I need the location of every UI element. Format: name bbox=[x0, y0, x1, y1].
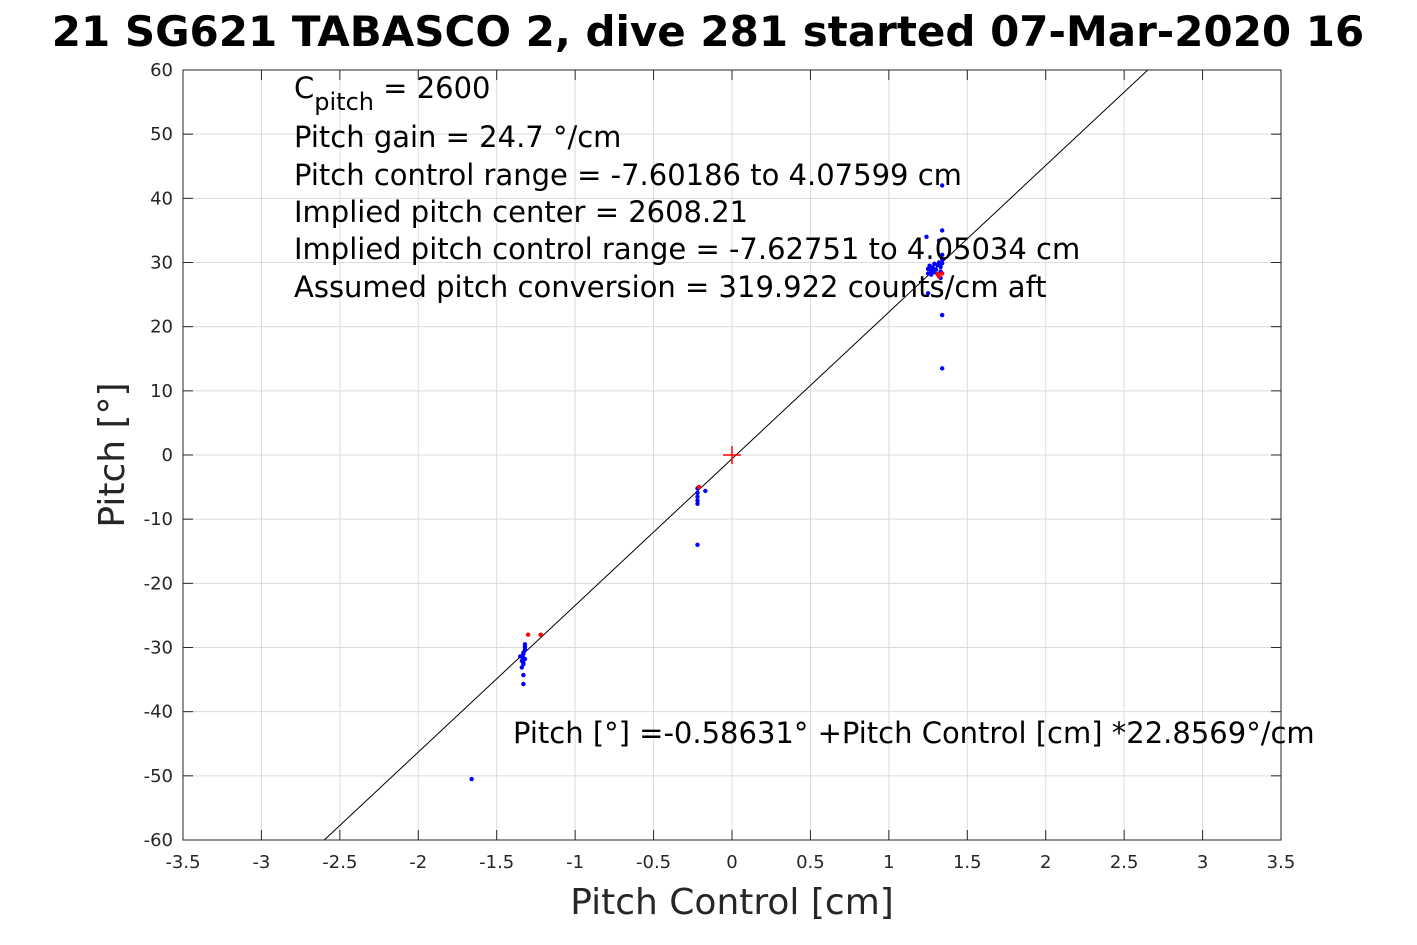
x-tick-label: -2.5 bbox=[322, 852, 357, 873]
data-point bbox=[939, 183, 945, 188]
pitch-gain-annotation: Pitch gain = 24.7 °/cm bbox=[294, 120, 621, 154]
data-point bbox=[939, 228, 945, 233]
data-point bbox=[936, 274, 942, 279]
data-point bbox=[925, 291, 931, 296]
y-tick-label: 20 bbox=[150, 317, 173, 338]
data-point bbox=[525, 632, 531, 637]
data-point bbox=[695, 494, 700, 499]
data-point bbox=[695, 490, 700, 496]
data-point bbox=[521, 681, 526, 687]
red-point-series bbox=[525, 271, 945, 637]
implied-pitch-control-range-annotation: Implied pitch control range = -7.62751 t… bbox=[294, 232, 1080, 266]
x-tick-label: -0.5 bbox=[636, 852, 671, 873]
x-axis-ticks: -3.5 -3 -2.5 -2 -1.5 -1 -0.5 0 0.5 1 1.5 2 2.5 3 3.5 bbox=[165, 70, 1295, 873]
x-tick-label: 2.5 bbox=[1110, 852, 1139, 873]
data-point bbox=[521, 650, 526, 655]
x-tick-label: -3.5 bbox=[165, 852, 200, 873]
x-tick-label: -1.5 bbox=[479, 852, 514, 873]
y-axis-label: Pitch [°] bbox=[92, 382, 133, 527]
c-pitch-value: = 2600 bbox=[374, 71, 491, 105]
y-tick-label: -10 bbox=[144, 509, 173, 530]
assumed-pitch-conversion-annotation: Assumed pitch conversion = 319.922 count… bbox=[294, 270, 1047, 304]
data-point bbox=[538, 632, 543, 637]
y-tick-label: -40 bbox=[144, 702, 173, 723]
x-tick-label: 2 bbox=[1040, 852, 1051, 873]
x-tick-label: 3 bbox=[1197, 852, 1208, 873]
y-tick-label: 10 bbox=[150, 381, 173, 402]
c-pitch-subscript: pitch bbox=[314, 88, 374, 116]
c-pitch-annotation: Cpitch = 2600 bbox=[294, 71, 491, 116]
data-point bbox=[939, 312, 945, 318]
data-point bbox=[939, 260, 945, 266]
data-point bbox=[521, 660, 526, 666]
x-tick-label: -1 bbox=[566, 852, 584, 873]
data-point bbox=[939, 252, 945, 257]
pitch-control-range-annotation: Pitch control range = -7.60186 to 4.0759… bbox=[294, 158, 962, 192]
data-point bbox=[469, 776, 474, 782]
y-tick-label: -60 bbox=[144, 830, 173, 851]
y-tick-label: 50 bbox=[150, 124, 173, 145]
center-plus-marker bbox=[723, 446, 741, 464]
x-tick-label: 0.5 bbox=[796, 852, 825, 873]
data-point bbox=[521, 672, 526, 678]
y-axis-ticks: 60 50 40 30 20 10 0 -10 -20 -30 -40 -50 -60 bbox=[144, 60, 1281, 851]
data-point bbox=[696, 484, 702, 490]
y-tick-label: 0 bbox=[162, 445, 173, 466]
data-point bbox=[929, 272, 934, 277]
x-tick-label: 3.5 bbox=[1267, 852, 1296, 873]
data-point bbox=[695, 542, 700, 548]
x-tick-label: 0 bbox=[726, 852, 737, 873]
data-point bbox=[930, 268, 935, 273]
data-point bbox=[924, 234, 929, 240]
x-axis-label: Pitch Control [cm] bbox=[570, 882, 894, 923]
data-point bbox=[522, 644, 528, 650]
data-point bbox=[518, 654, 523, 659]
data-point bbox=[936, 238, 942, 243]
implied-pitch-center-annotation: Implied pitch center = 2608.21 bbox=[294, 195, 748, 229]
data-point bbox=[519, 665, 525, 670]
x-tick-label: 1 bbox=[883, 852, 894, 873]
y-tick-label: 30 bbox=[150, 253, 173, 274]
data-point bbox=[695, 501, 700, 506]
data-point bbox=[939, 366, 945, 371]
data-point bbox=[695, 498, 700, 503]
y-tick-label: -20 bbox=[144, 573, 173, 594]
chart-title: 21 SG621 TABASCO 2, dive 281 started 07-… bbox=[52, 7, 1364, 56]
data-point bbox=[939, 271, 945, 276]
data-point bbox=[522, 656, 528, 662]
data-point bbox=[703, 488, 708, 494]
c-pitch-symbol: C bbox=[294, 71, 314, 105]
y-tick-label: 60 bbox=[150, 60, 173, 81]
y-tick-label: -50 bbox=[144, 766, 173, 787]
x-tick-label: 1.5 bbox=[953, 852, 982, 873]
y-tick-label: 40 bbox=[150, 188, 173, 209]
data-point bbox=[939, 257, 945, 262]
data-point bbox=[927, 264, 932, 269]
x-tick-label: -2 bbox=[409, 852, 427, 873]
data-point bbox=[938, 264, 943, 270]
y-tick-label: -30 bbox=[144, 638, 173, 659]
x-tick-label: -3 bbox=[252, 852, 270, 873]
fit-equation-annotation: Pitch [°] =-0.58631° +Pitch Control [cm]… bbox=[513, 716, 1315, 750]
